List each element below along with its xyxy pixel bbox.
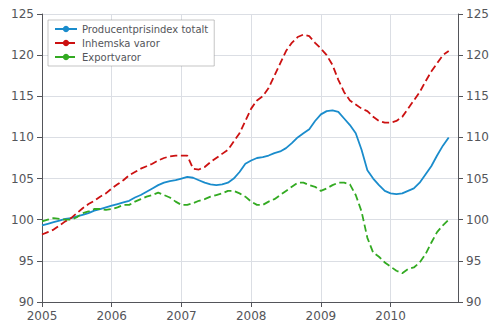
svg-text:Inhemska varor: Inhemska varor	[82, 38, 161, 49]
svg-text:2010: 2010	[375, 309, 406, 323]
svg-text:2009: 2009	[306, 309, 337, 323]
svg-text:95: 95	[19, 254, 34, 268]
svg-text:2006: 2006	[96, 309, 127, 323]
svg-text:90: 90	[466, 295, 481, 309]
svg-text:115: 115	[466, 89, 489, 103]
svg-text:90: 90	[19, 295, 34, 309]
svg-text:Exportvaror: Exportvaror	[82, 52, 142, 63]
svg-text:115: 115	[11, 89, 34, 103]
svg-text:100: 100	[11, 213, 34, 227]
svg-text:105: 105	[466, 172, 489, 186]
svg-text:2008: 2008	[236, 309, 267, 323]
svg-text:120: 120	[466, 48, 489, 62]
svg-text:110: 110	[11, 130, 34, 144]
svg-text:2007: 2007	[166, 309, 197, 323]
svg-text:2005: 2005	[27, 309, 58, 323]
svg-text:95: 95	[466, 254, 481, 268]
svg-text:110: 110	[466, 130, 489, 144]
svg-text:100: 100	[466, 213, 489, 227]
svg-text:125: 125	[11, 7, 34, 21]
svg-text:125: 125	[466, 7, 489, 21]
svg-text:120: 120	[11, 48, 34, 62]
svg-text:Producentprisindex totalt: Producentprisindex totalt	[82, 24, 208, 35]
svg-text:105: 105	[11, 172, 34, 186]
